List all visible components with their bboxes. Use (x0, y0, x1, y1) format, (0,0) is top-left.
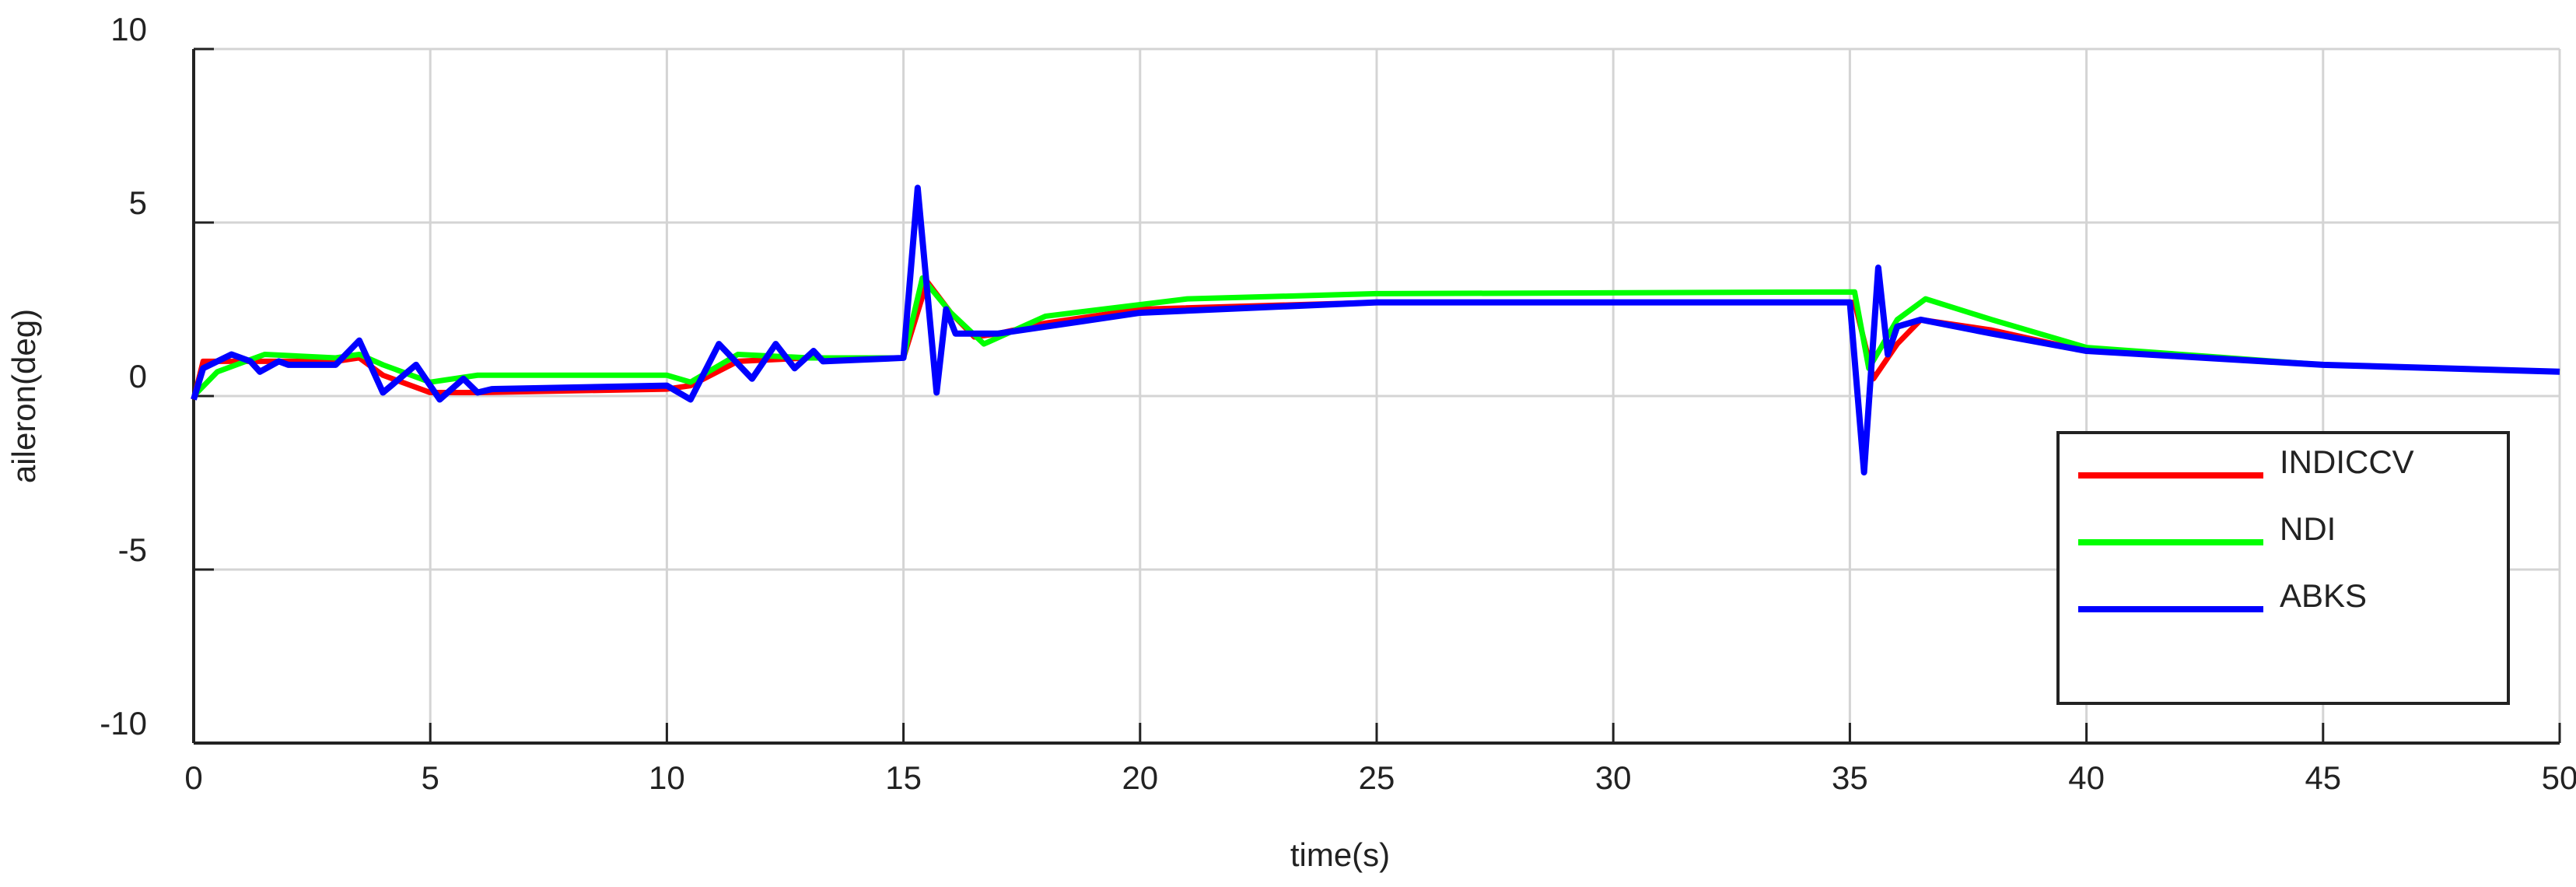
x-tick-label: 25 (1359, 759, 1395, 796)
y-tick-label: -10 (100, 705, 147, 742)
x-tick-label: 10 (649, 759, 685, 796)
series-line (191, 184, 2560, 476)
x-tick-label: 30 (1595, 759, 1632, 796)
x-tick-label: 50 (2542, 759, 2576, 796)
x-tick-label: 45 (2305, 759, 2341, 796)
x-tick-label: 15 (885, 759, 922, 796)
y-tick-label: 5 (129, 184, 147, 221)
x-tick-label: 20 (1122, 759, 1158, 796)
x-tick-label: 35 (1832, 759, 1868, 796)
legend-label: INDICCV (2280, 444, 2414, 480)
y-axis-label: aileron(deg) (5, 309, 42, 483)
x-tick-label: 0 (184, 759, 202, 796)
legend-label: NDI (2280, 510, 2336, 547)
legend-label: ABKS (2280, 577, 2367, 614)
x-tick-label: 40 (2068, 759, 2105, 796)
x-axis-label: time(s) (1290, 836, 1390, 873)
y-tick-label: 10 (110, 11, 147, 47)
y-tick-label: 0 (129, 358, 147, 394)
x-tick-label: 5 (422, 759, 439, 796)
y-tick-label: -5 (118, 531, 147, 568)
